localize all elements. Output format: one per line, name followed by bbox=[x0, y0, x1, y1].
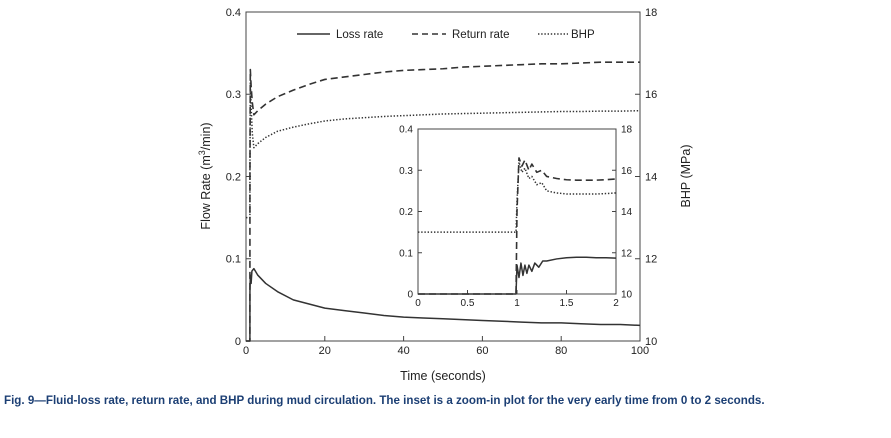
inset-y-left-tick-label-0: 0 bbox=[407, 290, 413, 301]
inset-y-right-tick-label-4: 18 bbox=[621, 125, 633, 136]
main-y-right-tick-label-0: 10 bbox=[645, 336, 657, 348]
main-series-bhp-line bbox=[246, 81, 641, 219]
figure-caption: Fig. 9—Fluid-loss rate, return rate, and… bbox=[4, 394, 765, 407]
main-x-tick-label-5: 100 bbox=[631, 345, 649, 357]
legend: Loss rate Return rate BHP bbox=[297, 29, 595, 41]
y-axis-right-title: BHP (MPa) bbox=[679, 145, 693, 208]
inset-y-right-tick-label-3: 16 bbox=[621, 166, 633, 177]
main-series-return-rate-line bbox=[246, 61, 640, 342]
inset-x-tick-label-1: 0.5 bbox=[461, 298, 475, 309]
inset-y-left-tick-label-1: 0.1 bbox=[399, 248, 413, 259]
inset-x-tick-label-2: 1 bbox=[514, 298, 520, 309]
main-y-left-tick-label-2: 0.2 bbox=[226, 171, 241, 183]
main-x-tick-label-4: 80 bbox=[555, 345, 567, 357]
inset-x-tick-label-4: 2 bbox=[613, 298, 619, 309]
inset-series-bhp-line bbox=[418, 161, 617, 233]
main-series-group bbox=[246, 61, 641, 342]
main-series-loss-rate-line bbox=[246, 267, 641, 342]
inset-y-right-tick-label-1: 12 bbox=[621, 248, 633, 259]
inset-y-right-tick-label-0: 10 bbox=[621, 290, 633, 301]
inset-series-loss-rate-line bbox=[418, 256, 617, 295]
legend-label-return-rate: Return rate bbox=[452, 29, 510, 41]
main-y-left-tick-label-1: 0.1 bbox=[226, 254, 241, 266]
inset-y-left-tick-label-4: 0.4 bbox=[399, 125, 413, 136]
legend-label-loss-rate: Loss rate bbox=[336, 29, 383, 41]
main-y-left-tick-label-3: 0.3 bbox=[226, 89, 241, 101]
legend-label-bhp: BHP bbox=[571, 29, 595, 41]
main-x-tick-label-1: 20 bbox=[319, 345, 331, 357]
main-y-left-tick-label-0: 0 bbox=[235, 336, 241, 348]
y-axis-left-title-sup: 3 bbox=[197, 150, 207, 155]
main-x-tick-label-2: 40 bbox=[397, 345, 409, 357]
inset-y-right-tick-label-2: 14 bbox=[621, 207, 633, 218]
inset-y-left-tick-label-2: 0.2 bbox=[399, 207, 413, 218]
y-axis-left-title-post: /min) bbox=[199, 122, 213, 150]
inset-x-tick-label-3: 1.5 bbox=[560, 298, 574, 309]
inset-chart: 0 0.5 1 1.5 2 0 0.1 0.2 0.3 0.4 10 12 14 16 18 bbox=[399, 125, 632, 309]
inset-axis-ticks: 0 0.5 1 1.5 2 0 0.1 0.2 0.3 0.4 10 12 14 16 18 bbox=[399, 125, 632, 309]
main-y-right-tick-label-1: 12 bbox=[645, 254, 657, 266]
inset-x-tick-label-0: 0 bbox=[415, 298, 421, 309]
x-axis-title: Time (seconds) bbox=[400, 369, 486, 383]
y-axis-left-title-pre: Flow Rate (m bbox=[199, 155, 213, 229]
main-y-right-tick-label-4: 18 bbox=[645, 7, 657, 19]
inset-series-group bbox=[418, 157, 617, 295]
main-x-tick-label-0: 0 bbox=[243, 345, 249, 357]
main-y-left-tick-label-4: 0.4 bbox=[226, 7, 241, 19]
inset-y-left-tick-label-3: 0.3 bbox=[399, 166, 413, 177]
main-x-tick-label-3: 60 bbox=[476, 345, 488, 357]
main-y-right-tick-label-2: 14 bbox=[645, 171, 657, 183]
y-axis-left-title: Flow Rate (m3/min) bbox=[197, 122, 213, 229]
main-y-right-tick-label-3: 16 bbox=[645, 89, 657, 101]
